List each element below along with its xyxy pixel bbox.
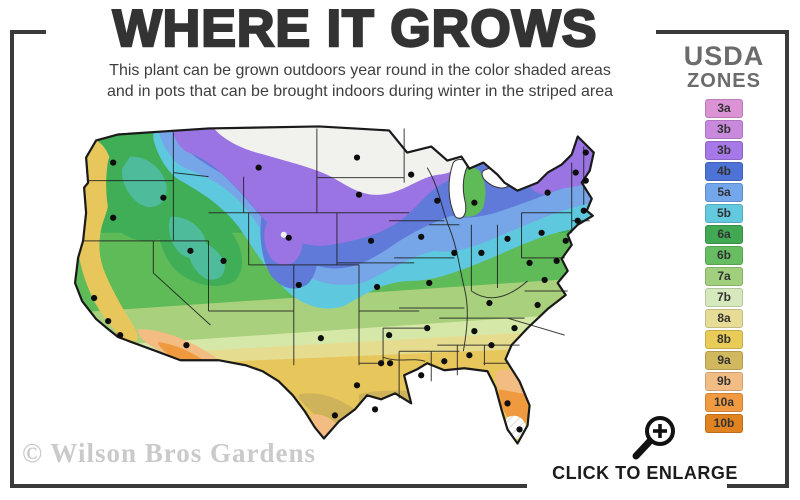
- usa-map-svg: [73, 125, 595, 445]
- zone-chip-4b: 4b: [705, 162, 743, 181]
- city-dot: [187, 247, 194, 254]
- zone-chip-6b: 6b: [705, 246, 743, 265]
- zone-chip-10b: 10b: [705, 414, 743, 433]
- city-dot: [504, 400, 511, 407]
- city-dot: [441, 358, 448, 365]
- city-dot: [471, 199, 478, 206]
- legend-title-zones: ZONES: [687, 70, 761, 92]
- city-dot: [572, 169, 579, 176]
- city-dot: [418, 372, 425, 379]
- city-dot: [526, 259, 533, 267]
- zone-chip-7a: 7a: [705, 267, 743, 286]
- city-dot: [426, 279, 433, 287]
- city-dot: [488, 342, 495, 349]
- city-dot: [371, 406, 379, 413]
- zone-chip-3a: 3a: [705, 99, 743, 118]
- city-dot: [373, 283, 381, 291]
- click-to-enlarge-button[interactable]: CLICK TO ENLARGE: [540, 414, 750, 484]
- zone-chip-3b: 3b: [705, 120, 743, 139]
- city-dot: [91, 294, 98, 302]
- usda-zones-legend: USDA ZONES 3a 3b 3b 4b 5a 5b 6a 6b 7a 7b 8a 8b 9a 9b 1…: [682, 42, 766, 435]
- zone-patch-peach: [138, 329, 532, 444]
- city-dot: [534, 301, 541, 309]
- zone-chip-3b: 3b: [705, 141, 743, 160]
- city-dot: [285, 234, 292, 241]
- city-dot: [295, 281, 302, 289]
- city-dot: [255, 164, 262, 171]
- city-dot: [434, 197, 441, 204]
- city-dot: [562, 237, 569, 244]
- zone-chip-9b: 9b: [705, 372, 743, 391]
- city-dot: [117, 332, 124, 339]
- city-dot: [451, 249, 458, 256]
- city-dot: [385, 332, 393, 339]
- city-dot: [386, 360, 394, 367]
- zone-chip-5b: 5b: [705, 204, 743, 223]
- frame-bottom-left: [10, 484, 527, 488]
- city-dot: [582, 149, 589, 156]
- zone-rockies-purple: [264, 215, 303, 265]
- city-dot: [486, 299, 493, 307]
- city-dots: [91, 149, 589, 433]
- city-dot: [317, 335, 324, 342]
- magnifier-zoom-icon: [632, 416, 675, 460]
- zone-chip-5a: 5a: [705, 183, 743, 202]
- city-dot: [367, 237, 375, 244]
- frame-bottom-right: [727, 484, 789, 488]
- city-dot: [353, 154, 361, 161]
- city-dot: [478, 249, 485, 256]
- city-dot: [516, 426, 523, 433]
- enlarge-label: CLICK TO ENLARGE: [552, 463, 738, 483]
- city-dot: [355, 191, 363, 198]
- state-borders: [83, 128, 590, 399]
- city-dot: [110, 214, 117, 221]
- city-dot: [471, 328, 478, 335]
- city-dot: [418, 233, 425, 240]
- frame-right: [785, 30, 789, 488]
- page-title: WHERE IT GROWS: [111, 0, 598, 59]
- legend-title-usda: USDA: [683, 41, 765, 71]
- city-dot: [424, 325, 431, 332]
- frame-top-right: [656, 30, 789, 34]
- city-dot: [160, 194, 167, 201]
- city-dot: [105, 317, 112, 325]
- subtitle-line-1: This plant can be grown outdoors year ro…: [109, 62, 611, 79]
- city-dot: [220, 257, 227, 265]
- city-dot: [582, 177, 589, 184]
- usa-zone-map[interactable]: [58, 112, 660, 474]
- us-outline: [73, 125, 595, 445]
- city-dot: [574, 217, 581, 224]
- zone-chip-6a: 6a: [705, 225, 743, 244]
- city-dot: [353, 382, 361, 389]
- zone-chip-7b: 7b: [705, 288, 743, 307]
- city-dot: [553, 257, 560, 265]
- city-dot: [331, 412, 339, 419]
- zone-chip-9a: 9a: [705, 351, 743, 370]
- city-dot: [538, 229, 545, 236]
- city-dot: [541, 276, 548, 284]
- city-dot: [466, 352, 473, 359]
- city-dot: [511, 325, 518, 332]
- subtitle-line-2: and in pots that can be brought indoors …: [106, 83, 614, 100]
- frame-left: [10, 30, 14, 488]
- city-dot: [377, 360, 385, 367]
- rockies-white-fleck: [280, 231, 287, 238]
- city-dot: [110, 159, 117, 166]
- city-dot: [408, 171, 415, 178]
- zone-chip-8a: 8a: [705, 309, 743, 328]
- zone-chip-10a: 10a: [705, 393, 743, 412]
- watermark: © Wilson Bros Gardens: [22, 438, 316, 468]
- frame-top-left: [10, 30, 46, 34]
- zone-legend-list: 3a 3b 3b 4b 5a 5b 6a 6b 7a 7b 8a 8b 9a 9b 10a 10b: [682, 99, 766, 433]
- zone-west-coast-gold: [77, 136, 138, 342]
- zone-chip-8b: 8b: [705, 330, 743, 349]
- city-dot: [544, 189, 551, 196]
- city-dot: [580, 207, 587, 214]
- city-dot: [504, 235, 511, 242]
- page-subtitle: This plant can be grown outdoors year ro…: [40, 60, 680, 102]
- city-dot: [183, 342, 190, 349]
